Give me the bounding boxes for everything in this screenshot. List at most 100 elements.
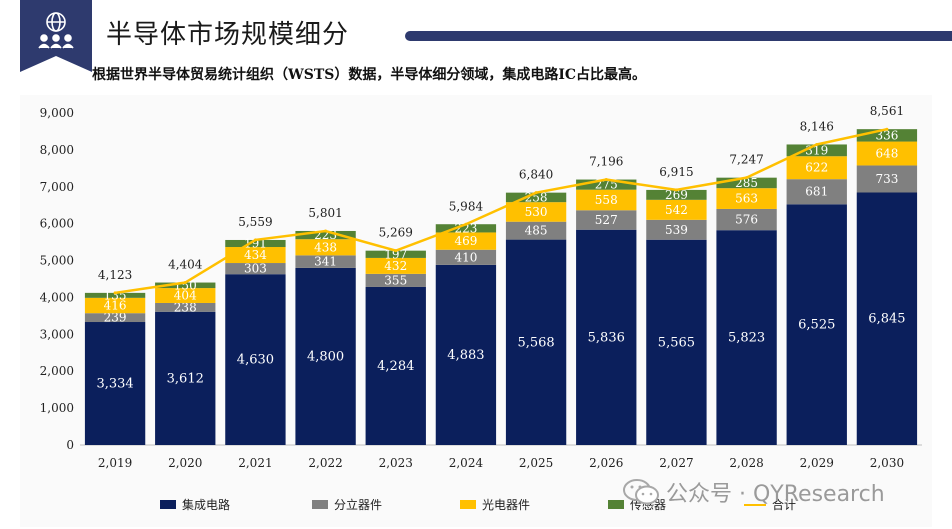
bar-segment-4 [155,282,216,289]
bar-segment-3 [155,288,216,303]
bar-value-label: 416 [104,299,127,313]
legend-label: 光电器件 [482,498,531,512]
bar-segment-1 [505,239,567,445]
y-tick-label: 4,000 [40,290,74,304]
bar-value-label: 4,883 [447,348,484,363]
bar-value-label: 150 [174,278,197,292]
y-tick-label: 9,000 [40,106,74,120]
bar-segment-1 [716,230,777,445]
bar-value-label: 485 [525,224,548,238]
watermark: 公众号 · QYResearch [622,476,885,508]
watermark-text: 公众号 · QYResearch [666,482,885,507]
total-value-label: 6,915 [659,165,693,179]
bar-segment-4 [786,144,847,157]
total-point [534,191,538,195]
x-tick-label: 2,024 [449,456,484,470]
bar-segment-1 [576,229,637,445]
bar-segment-4 [576,179,637,190]
y-tick-label: 6,000 [40,217,74,231]
bar-segment-4 [365,250,426,258]
total-point [745,176,749,180]
bar-value-label: 223 [454,221,477,235]
bar-segment-3 [365,257,426,274]
bar-value-label: 341 [314,255,337,269]
x-tick-label: 2,028 [729,456,763,470]
bar-value-label: 3,334 [96,377,133,392]
bar-value-label: 238 [174,300,197,314]
bar-segment-4 [225,239,286,248]
x-tick-label: 2,029 [800,456,834,470]
bar-segment-2 [84,313,146,323]
bar-segment-4 [505,192,567,203]
y-tick-label: 2,000 [40,364,74,378]
bar-value-label: 5,823 [728,331,765,346]
legend-label: 分立器件 [334,498,383,512]
bar-segment-1 [155,311,216,445]
bar-value-label: 527 [595,213,618,227]
total-value-label: 8,146 [800,120,834,134]
bar-value-label: 469 [454,234,477,248]
legend-item-total: 合计 [744,496,796,513]
y-tick-label: 7,000 [40,180,74,194]
bar-value-label: 576 [735,213,758,227]
bar-segment-2 [576,210,637,230]
total-value-label: 5,984 [449,199,484,213]
bar-value-label: 197 [384,247,407,261]
bar-segment-3 [576,189,637,211]
legend-swatch [312,500,328,509]
total-point [113,291,117,295]
bar-value-label: 558 [595,193,618,207]
bar-value-label: 6,525 [798,318,835,333]
bar-value-label: 410 [454,250,477,264]
total-point [183,281,187,285]
total-point [604,178,608,182]
bar-segment-1 [646,239,707,445]
total-point [885,127,889,131]
x-tick-label: 2,019 [98,456,132,470]
bar-value-label: 622 [805,161,828,175]
x-tick-label: 2,020 [168,456,202,470]
page-title: 半导体市场规模细分 [106,20,350,50]
legend-label: 集成电路 [182,498,231,512]
bar-value-label: 303 [244,262,267,276]
total-line [114,127,888,295]
bar-segment-3 [435,232,497,250]
x-tick-label: 2,023 [379,456,413,470]
bar-value-label: 4,284 [377,359,414,374]
bar-value-label: 681 [805,185,828,199]
bar-segment-2 [786,179,847,205]
bar-value-label: 530 [525,205,548,219]
bar-value-label: 733 [875,172,898,186]
wechat-icon [623,479,659,505]
bar-segment-1 [365,286,426,445]
bar-segment-3 [786,156,847,180]
bar-segment-3 [505,202,567,222]
total-value-label: 5,559 [238,215,272,229]
x-tick-label: 2,030 [870,456,904,470]
legend-swatch [160,500,176,509]
bar-segment-2 [716,208,777,231]
bar-value-label: 4,800 [307,349,344,364]
bar-segment-4 [435,224,497,233]
bar-value-label: 355 [384,273,407,287]
legend-item-ic: 集成电路 [160,496,230,513]
bar-segment-2 [435,249,497,265]
bar-segment-3 [225,247,286,264]
bar-segment-4 [295,230,356,240]
title-underline-bar [405,31,952,41]
total-point [253,238,257,242]
bar-segment-2 [295,255,356,268]
bar-segment-1 [84,322,146,445]
bar-value-label: 6,845 [868,312,905,327]
bar-value-label: 5,568 [517,335,554,350]
y-tick-label: 3,000 [40,327,74,341]
bar-segment-1 [435,264,497,445]
x-tick-label: 2,026 [589,456,623,470]
bar-value-label: 3,612 [167,371,204,386]
bar-segment-4 [646,189,707,200]
bar-segment-2 [856,165,918,193]
bar-value-label: 336 [875,128,898,142]
bar-segment-1 [856,192,918,445]
bar-segment-2 [225,263,286,275]
